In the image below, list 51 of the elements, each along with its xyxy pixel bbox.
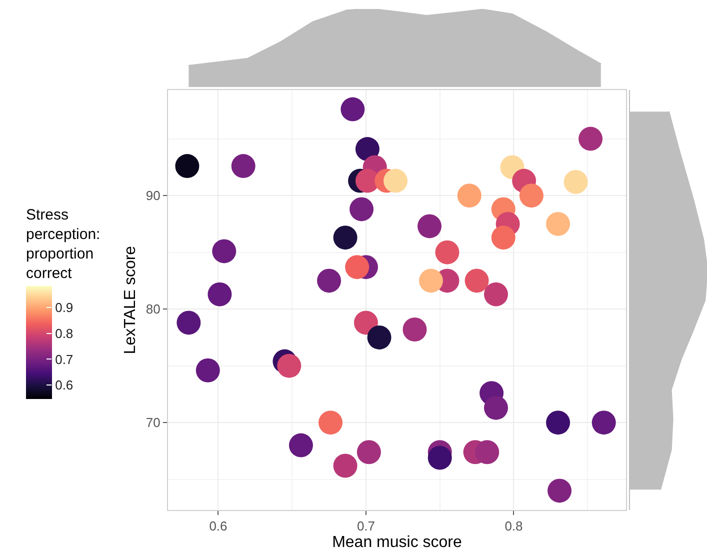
point [333, 454, 358, 478]
point [546, 212, 570, 236]
point [519, 184, 544, 208]
point [435, 240, 460, 264]
x-axis-title: Mean music score [332, 534, 462, 551]
point [578, 126, 603, 151]
point [350, 197, 374, 222]
point [418, 214, 442, 238]
point [333, 226, 358, 250]
point [457, 184, 482, 208]
color-bar-label: 0.8 [55, 326, 74, 341]
y-axis-title: LexTALE score [122, 246, 139, 354]
point [277, 354, 302, 378]
point [318, 410, 343, 435]
point [175, 154, 200, 178]
point [355, 137, 380, 162]
point [317, 268, 342, 293]
point [356, 440, 381, 464]
point [491, 226, 516, 250]
point [418, 268, 443, 293]
color-bar-title: Stress perception: proportion correct [26, 206, 100, 282]
point [484, 396, 508, 420]
point [592, 410, 616, 435]
point [402, 318, 427, 342]
x-tick-label: 0.8 [504, 518, 523, 534]
point [345, 255, 370, 280]
point [231, 154, 256, 178]
color-bar-label: 0.9 [55, 300, 74, 316]
point [475, 440, 500, 464]
point [384, 168, 408, 193]
point [367, 325, 392, 350]
point [208, 282, 232, 306]
point [340, 97, 365, 122]
y-tick-label: 80 [146, 302, 160, 317]
point [546, 410, 570, 435]
point [548, 478, 572, 503]
x-tick-label: 0.7 [356, 518, 376, 534]
color-bar-label: 0.6 [55, 378, 74, 393]
point [212, 239, 236, 264]
x-tick-label: 0.6 [209, 518, 228, 534]
point [176, 310, 201, 335]
y-tick-label: 90 [146, 188, 160, 204]
y-tick-label: 70 [146, 415, 160, 430]
point [484, 282, 508, 306]
color-bar-label: 0.7 [55, 352, 74, 367]
point [196, 358, 220, 382]
point [354, 310, 378, 335]
point [288, 433, 313, 458]
point [464, 268, 489, 293]
point [564, 170, 588, 194]
point [428, 446, 452, 470]
